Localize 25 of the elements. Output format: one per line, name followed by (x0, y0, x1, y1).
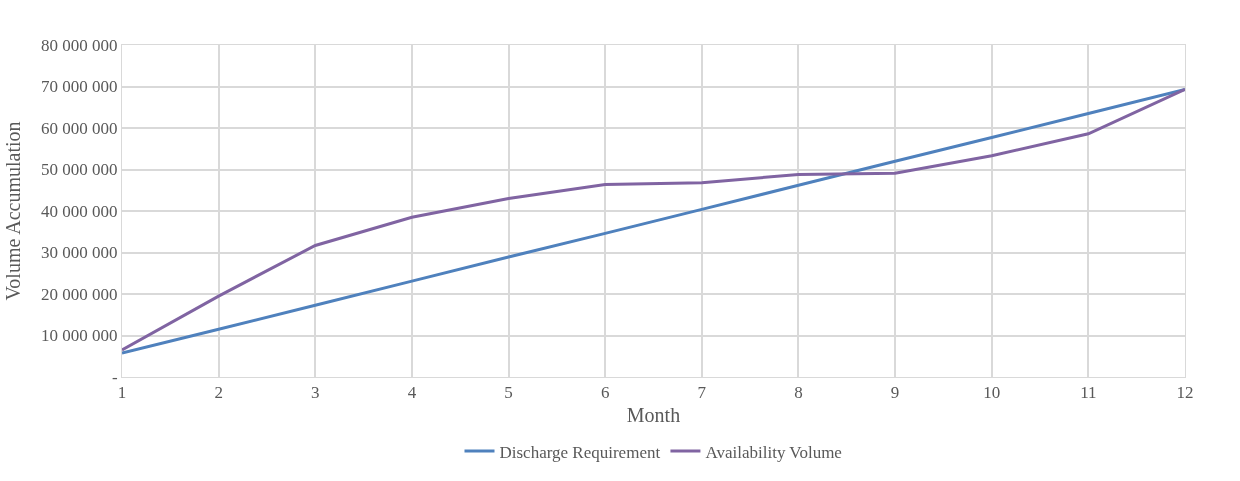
y-tick-label: 30 000 000 (41, 243, 118, 263)
x-tick-label: 6 (600, 383, 610, 403)
y-tick-label: 60 000 000 (41, 118, 118, 138)
x-tick-label: 12 (1176, 383, 1194, 403)
y-tick-label: 20 000 000 (41, 284, 118, 304)
x-tick-label: 9 (890, 383, 900, 403)
x-tick-label: 7 (697, 383, 707, 403)
y-tick-label: 10 000 000 (41, 326, 118, 346)
y-tick-label: 40 000 000 (41, 201, 118, 221)
x-tick-label: 3 (311, 383, 320, 403)
legend-label: Discharge Requirement (499, 442, 661, 462)
y-tick-label: 50 000 000 (41, 160, 118, 180)
x-tick-label: 1 (117, 383, 127, 403)
y-axis-title: Volume Accumulation (1, 121, 24, 301)
x-tick-label: 4 (407, 383, 417, 403)
legend-label: Availability Volume (705, 442, 842, 462)
y-tick-label: 80 000 000 (41, 35, 118, 55)
x-tick-label: 11 (1080, 383, 1097, 403)
x-tick-label: 8 (794, 383, 803, 403)
y-tick-label: - (111, 367, 118, 387)
x-tick-label: 10 (983, 383, 1001, 403)
y-tick-label: 70 000 000 (41, 77, 118, 97)
x-axis-title: Month (626, 403, 681, 426)
x-tick-label: 5 (504, 383, 513, 403)
x-tick-label: 2 (214, 383, 223, 403)
